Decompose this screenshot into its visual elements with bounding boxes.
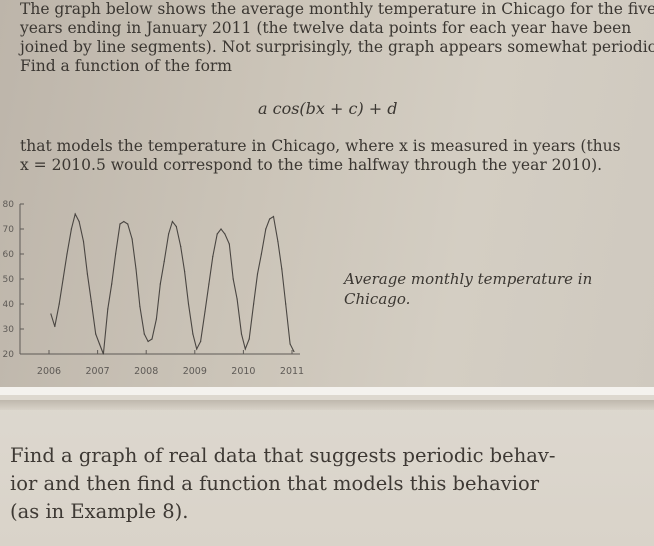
temperature-chart: 20 30 40 50 60 70 80 2006 2007 2008 2009 2010 2011: [0, 192, 330, 387]
text-line: years ending in January 2011 (the twelve…: [20, 19, 632, 37]
data-point: [135, 268, 137, 270]
x-tick-label: 2006: [37, 366, 61, 377]
textbook-page-top: The graph below shows the average monthl…: [0, 0, 654, 387]
data-point: [272, 215, 275, 218]
data-point: [86, 273, 88, 275]
data-point: [289, 343, 291, 345]
x-tick-label: 2010: [231, 366, 255, 377]
data-point: [102, 353, 105, 355]
y-tick-label: 20: [3, 350, 15, 360]
data-point: [111, 283, 113, 285]
data-point: [131, 238, 133, 240]
exercise-paragraph: Find a graph of real data that suggests …: [10, 442, 650, 526]
data-point: [74, 213, 76, 215]
photo-divider: [0, 387, 654, 395]
text-line: x = 2010.5 would correspond to the time …: [20, 156, 603, 174]
data-point: [285, 303, 287, 305]
text-line: The graph below shows the average monthl…: [20, 0, 654, 18]
y-tick-label: 30: [3, 325, 15, 335]
data-point: [114, 253, 117, 255]
data-point: [151, 338, 153, 340]
data-point: [155, 318, 158, 320]
data-point: [180, 245, 182, 248]
text-line: ior and then find a function that models…: [10, 472, 540, 495]
data-point: [204, 310, 206, 313]
x-tick-label: 2011: [280, 366, 304, 377]
data-point: [265, 228, 267, 230]
data-point: [236, 298, 238, 300]
x-tick-label: 2007: [86, 366, 110, 377]
data-point: [224, 233, 226, 235]
data-point: [216, 233, 218, 235]
text-line: (as in Example 8).: [10, 500, 189, 523]
data-point: [192, 333, 194, 335]
data-point: [277, 240, 279, 243]
data-point: [220, 228, 222, 230]
data-point: [90, 300, 92, 303]
caption-line: Average monthly temperature in: [344, 270, 593, 288]
data-point: [147, 340, 149, 343]
data-point: [58, 303, 60, 305]
data-point: [171, 220, 174, 223]
data-point: [143, 333, 145, 335]
data-point: [269, 218, 271, 220]
data-point: [244, 348, 246, 350]
intro-paragraph: The graph below shows the average monthl…: [20, 0, 654, 76]
y-tick-label: 50: [3, 275, 15, 285]
text-line: that models the temperature in Chicago, …: [20, 137, 621, 155]
data-point: [95, 333, 97, 335]
cropped-text-line: [0, 400, 654, 410]
data-point: [196, 348, 198, 350]
data-point: [281, 268, 283, 270]
data-point: [253, 303, 255, 305]
model-paragraph: that models the temperature in Chicago, …: [20, 137, 650, 175]
y-tick-label: 60: [3, 250, 15, 260]
data-point: [163, 260, 165, 263]
data-point: [228, 243, 230, 245]
data-point: [50, 313, 52, 315]
y-tick-label: 80: [3, 200, 15, 210]
data-point: [62, 278, 64, 280]
data-point: [70, 228, 72, 230]
data-point: [82, 240, 85, 243]
data-point: [200, 340, 202, 343]
data-point: [183, 270, 186, 273]
text-line: Find a function of the form: [20, 57, 233, 75]
data-point: [187, 303, 190, 305]
data-point: [139, 305, 141, 308]
x-tick-label: 2009: [183, 366, 207, 377]
data-point: [240, 333, 243, 335]
data-point: [127, 223, 129, 225]
data-point: [98, 343, 101, 345]
text-line: Find a graph of real data that suggests …: [10, 444, 556, 467]
text-line: joined by line segments). Not surprising…: [20, 38, 654, 56]
chart-caption: Average monthly temperature in Chicago.: [344, 269, 592, 309]
data-point: [107, 308, 109, 310]
data-point: [248, 338, 250, 340]
data-point: [119, 223, 121, 225]
caption-line: Chicago.: [344, 290, 411, 308]
data-point: [123, 220, 125, 223]
temperature-line: [50, 212, 295, 355]
data-point: [212, 255, 214, 258]
data-point: [232, 278, 234, 280]
formula: a cos(bx + c) + d: [258, 99, 398, 118]
y-tick-label: 40: [3, 300, 15, 310]
textbook-page-bottom: [0, 395, 654, 546]
chart-svg: 20 30 40 50 60 70 80 2006 2007 2008 2009 2010 2011: [3, 200, 305, 377]
data-point: [167, 233, 170, 235]
data-point: [54, 325, 56, 328]
data-point: [208, 283, 210, 285]
data-point: [293, 350, 295, 353]
data-point: [66, 253, 68, 255]
data-point: [175, 225, 177, 228]
x-tick-label: 2008: [134, 366, 158, 377]
data-point: [159, 283, 161, 285]
data-point: [256, 273, 259, 275]
y-tick-label: 70: [3, 225, 15, 235]
data-point: [78, 220, 80, 223]
data-point: [260, 253, 262, 255]
